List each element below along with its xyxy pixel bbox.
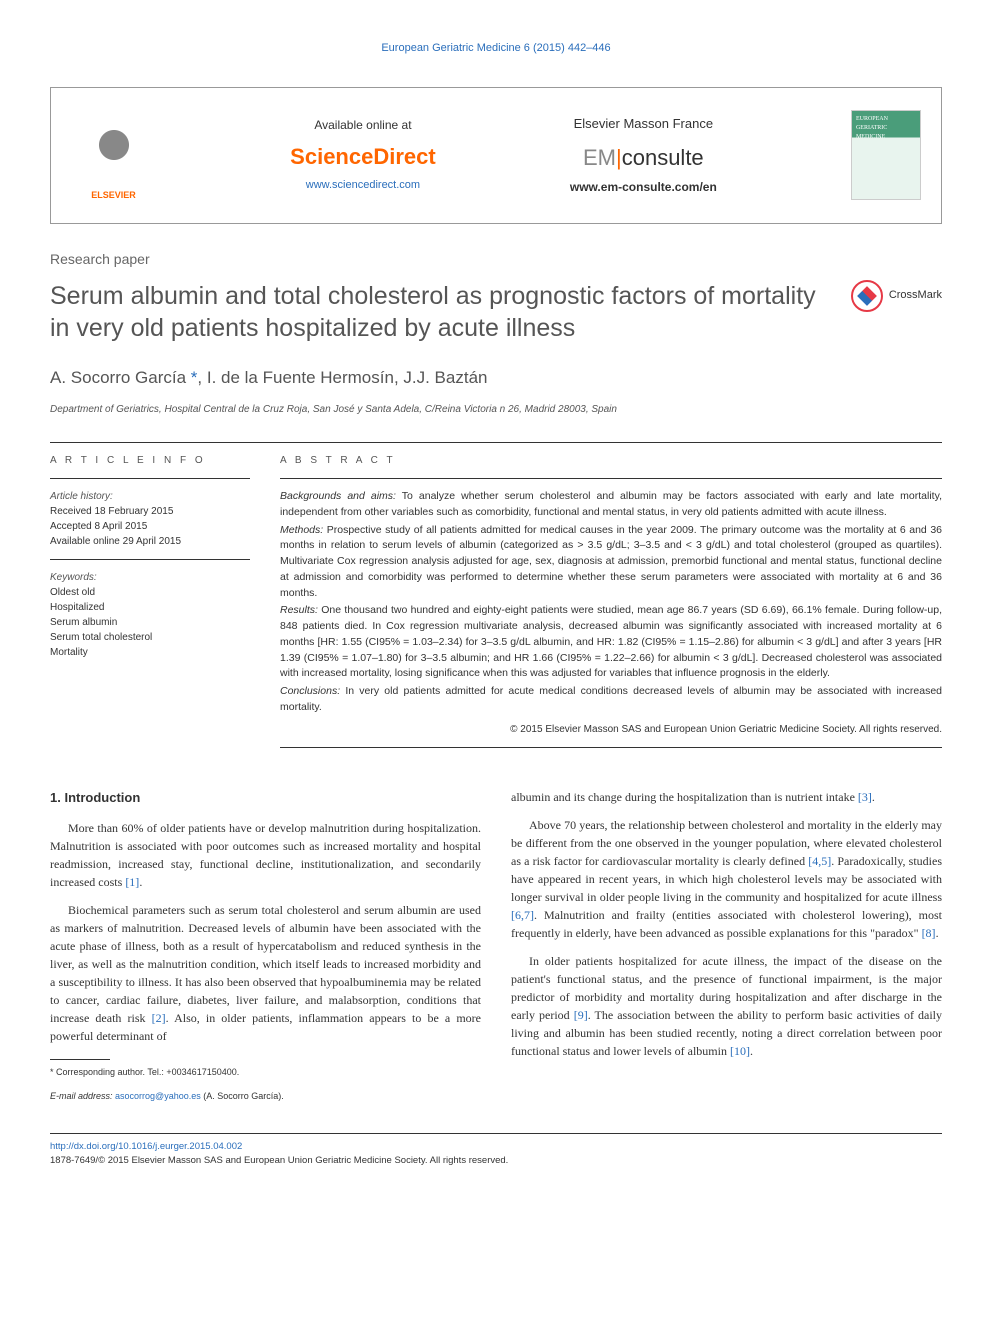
corresponding-author-footnote: * Corresponding author. Tel.: +003461715…: [50, 1066, 481, 1080]
paragraph: Above 70 years, the relationship between…: [511, 816, 942, 942]
article-info-sidebar: A R T I C L E I N F O Article history: R…: [50, 453, 250, 758]
elsevier-label: ELSEVIER: [91, 189, 136, 203]
authors-line: A. Socorro García *, I. de la Fuente Her…: [50, 365, 942, 391]
results-text: One thousand two hundred and eighty-eigh…: [280, 604, 942, 679]
abstract-methods: Methods: Prospective study of all patien…: [280, 523, 942, 602]
conclusions-label: Conclusions:: [280, 685, 340, 697]
keyword: Serum albumin: [50, 615, 250, 630]
reference-link[interactable]: [6,7]: [511, 908, 534, 922]
email-link[interactable]: asocorrog@yahoo.es: [115, 1091, 201, 1101]
left-column: 1. Introduction More than 60% of older p…: [50, 788, 481, 1114]
em-grey-text: EM: [583, 145, 616, 170]
crossmark-label: CrossMark: [889, 287, 942, 304]
sciencedirect-url[interactable]: www.sciencedirect.com: [290, 177, 436, 194]
divider: [280, 478, 942, 479]
divider: [50, 442, 942, 443]
reference-link[interactable]: [2]: [152, 1011, 166, 1025]
sciencedirect-block: Available online at ScienceDirect www.sc…: [290, 116, 436, 194]
journal-cover-thumbnail: EUROPEAN GERIATRIC MEDICINE: [851, 110, 921, 200]
elsevier-logo: ELSEVIER: [71, 108, 156, 203]
reference-link[interactable]: [3]: [858, 790, 872, 804]
section-heading-introduction: 1. Introduction: [50, 788, 481, 808]
journal-cover-title: EUROPEAN GERIATRIC MEDICINE: [856, 115, 916, 142]
abstract-conclusions: Conclusions: In very old patients admitt…: [280, 684, 942, 716]
article-title: Serum albumin and total cholesterol as p…: [50, 280, 851, 345]
divider: [280, 747, 942, 748]
paragraph: More than 60% of older patients have or …: [50, 819, 481, 891]
title-row: Serum albumin and total cholesterol as p…: [50, 280, 942, 345]
right-column: albumin and its change during the hospit…: [511, 788, 942, 1114]
doi-link[interactable]: http://dx.doi.org/10.1016/j.eurger.2015.…: [50, 1140, 942, 1154]
article-history-label: Article history:: [50, 489, 250, 504]
reference-link[interactable]: [10]: [730, 1044, 750, 1058]
paragraph: Biochemical parameters such as serum tot…: [50, 901, 481, 1045]
body-columns: 1. Introduction More than 60% of older p…: [50, 788, 942, 1114]
email-author: (A. Socorro García).: [201, 1091, 284, 1101]
em-dark-text: consulte: [622, 145, 704, 170]
methods-label: Methods:: [280, 524, 323, 536]
abstract-heading: A B S T R A C T: [280, 453, 942, 468]
abstract-backgrounds: Backgrounds and aims: To analyze whether…: [280, 489, 942, 521]
divider: [50, 559, 250, 560]
keyword: Hospitalized: [50, 600, 250, 615]
article-type-label: Research paper: [50, 249, 942, 270]
paragraph: albumin and its change during the hospit…: [511, 788, 942, 806]
received-date: Received 18 February 2015: [50, 504, 250, 519]
paragraph: In older patients hospitalized for acute…: [511, 952, 942, 1060]
journal-reference-header: European Geriatric Medicine 6 (2015) 442…: [50, 40, 942, 57]
results-label: Results:: [280, 604, 318, 616]
em-consulte-url[interactable]: www.em-consulte.com/en: [570, 178, 717, 196]
keywords-label: Keywords:: [50, 570, 250, 585]
keyword: Mortality: [50, 645, 250, 660]
article-info-heading: A R T I C L E I N F O: [50, 453, 250, 468]
issn-copyright: 1878-7649/© 2015 Elsevier Masson SAS and…: [50, 1154, 942, 1168]
reference-link[interactable]: [9]: [574, 1008, 588, 1022]
email-footnote: E-mail address: asocorrog@yahoo.es (A. S…: [50, 1090, 481, 1104]
divider: [50, 478, 250, 479]
elsevier-masson-france-text: Elsevier Masson France: [570, 114, 717, 134]
backgrounds-label: Backgrounds and aims:: [280, 490, 396, 502]
corresponding-author-marker[interactable]: *: [191, 368, 198, 387]
email-label: E-mail address:: [50, 1091, 115, 1101]
reference-link[interactable]: [1]: [125, 875, 139, 889]
abstract-block: A B S T R A C T Backgrounds and aims: To…: [280, 453, 942, 758]
info-abstract-row: A R T I C L E I N F O Article history: R…: [50, 453, 942, 758]
keyword: Oldest old: [50, 585, 250, 600]
available-online-text: Available online at: [290, 116, 436, 134]
footnote-divider: [50, 1059, 110, 1060]
reference-link[interactable]: [4,5]: [808, 854, 831, 868]
reference-link[interactable]: [8]: [922, 926, 936, 940]
abstract-results: Results: One thousand two hundred and ei…: [280, 603, 942, 682]
affiliation: Department of Geriatrics, Hospital Centr…: [50, 402, 942, 417]
crossmark-icon: [851, 280, 883, 312]
conclusions-text: In very old patients admitted for acute …: [280, 685, 942, 713]
keyword: Serum total cholesterol: [50, 630, 250, 645]
em-consulte-logo: EM|consulte: [570, 141, 717, 174]
online-date: Available online 29 April 2015: [50, 534, 250, 549]
publisher-logos-row: ELSEVIER Available online at ScienceDire…: [50, 87, 942, 224]
accepted-date: Accepted 8 April 2015: [50, 519, 250, 534]
methods-text: Prospective study of all patients admitt…: [280, 524, 942, 599]
elsevier-tree-icon: [84, 119, 144, 184]
sciencedirect-logo: ScienceDirect: [290, 140, 436, 173]
crossmark-badge[interactable]: CrossMark: [851, 280, 942, 312]
abstract-copyright: © 2015 Elsevier Masson SAS and European …: [280, 722, 942, 737]
em-consulte-block: Elsevier Masson France EM|consulte www.e…: [570, 114, 717, 197]
page-footer: http://dx.doi.org/10.1016/j.eurger.2015.…: [50, 1133, 942, 1169]
